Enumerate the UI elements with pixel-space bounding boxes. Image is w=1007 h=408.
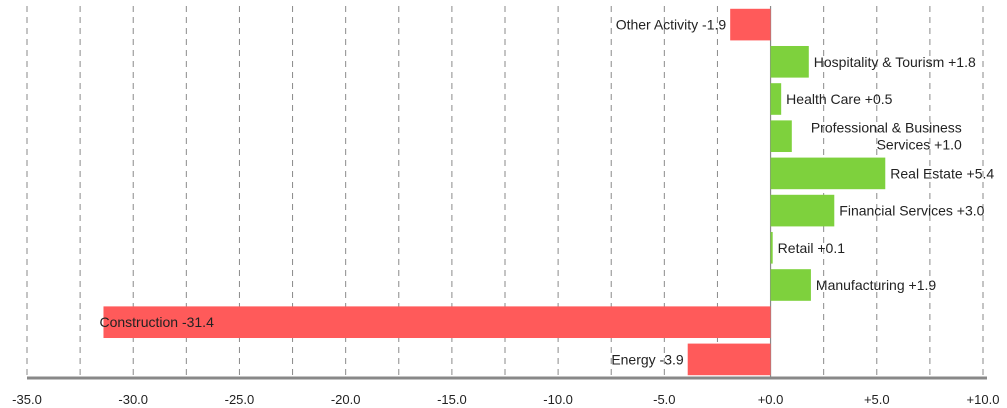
bar-construction [103,306,771,339]
bar-energy [687,343,771,376]
x-axis: -35.0 -30.0 -25.0 -20.0 -15.0 -10.0 -5.0 +0.0 +5… [12,376,1000,407]
x-tick-label: -10.0 [543,392,573,407]
x-tick-label: +5.0 [864,392,890,407]
bar-real-estate [770,157,886,190]
data-label-retail: Retail +0.1 [778,240,846,256]
bar-manufacturing [770,269,811,301]
data-label-financial-services: Financial Services +3.0 [839,203,984,219]
data-label-real-estate: Real Estate +5.4 [890,165,994,181]
data-label-other-activity: Other Activity -1.9 [616,17,727,33]
bar-other-activity [730,8,771,41]
data-label-energy: Energy -3.9 [611,351,684,367]
data-label-professional-business-services: Professional & Business Services +1.0 [811,120,962,153]
data-label-construction: Construction -31.4 [99,314,214,330]
bar-retail [770,231,773,264]
bar-professional-business-services [770,120,792,153]
bar-hospitality-tourism [770,45,809,78]
bar-financial-services [770,194,835,227]
x-tick-label: -5.0 [653,392,675,407]
data-label-manufacturing: Manufacturing +1.9 [816,277,936,293]
bar-layer [103,8,886,376]
label-layer: Other Activity -1.9 Hospitality & Tourism… [99,17,994,368]
bar-health-care [770,83,782,115]
data-label-hospitality-tourism: Hospitality & Tourism +1.8 [814,54,976,70]
x-tick-label: -30.0 [118,392,148,407]
data-label-health-care: Health Care +0.5 [786,91,892,107]
x-tick-label: -25.0 [225,392,255,407]
x-tick-label: +10.0 [967,392,1000,407]
x-tick-label: -35.0 [12,392,42,407]
x-tick-label: -15.0 [437,392,467,407]
x-tick-label: +0.0 [758,392,784,407]
x-tick-label: -20.0 [331,392,361,407]
